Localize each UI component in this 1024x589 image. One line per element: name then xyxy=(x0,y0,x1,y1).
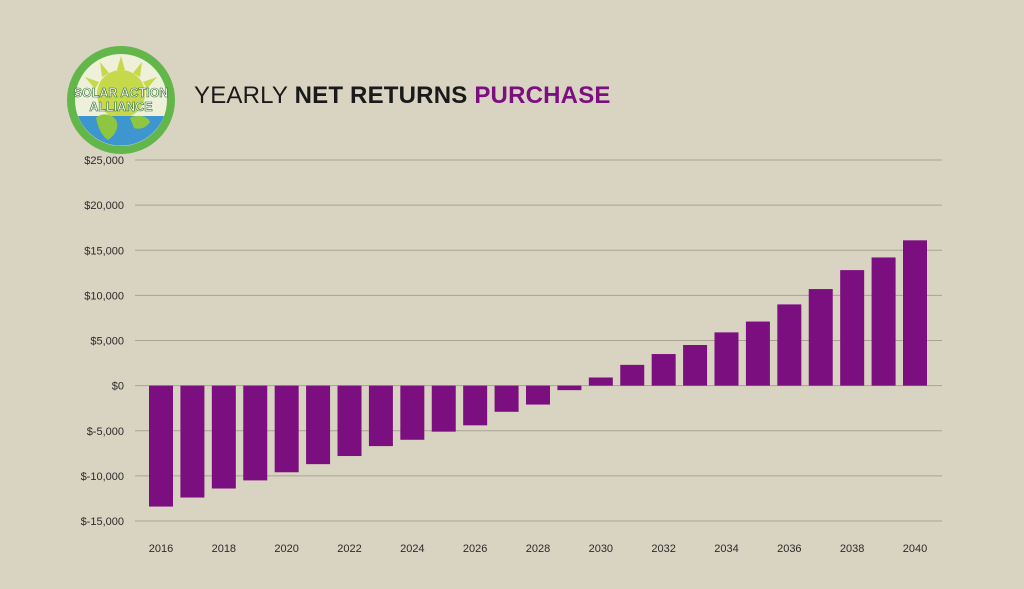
bar-2021 xyxy=(306,385,331,465)
y-tick-label: $20,000 xyxy=(84,200,124,212)
bar-2027 xyxy=(494,385,519,412)
title-part-purchase: PURCHASE xyxy=(474,82,611,109)
bar-2017 xyxy=(180,385,205,498)
bar-2035 xyxy=(745,321,770,386)
bar-2016 xyxy=(149,385,173,507)
y-axis-ticks: $25,000 $20,000 $15,000 $10,000 $5,000 $0 $-5,… xyxy=(81,155,124,528)
y-tick-label: $-10,000 xyxy=(81,471,124,483)
x-tick-label: 2040 xyxy=(903,543,927,555)
y-tick-label: $15,000 xyxy=(84,245,124,257)
bar-2025 xyxy=(431,385,456,432)
y-tick-label: $10,000 xyxy=(84,290,124,302)
bar-2022 xyxy=(337,385,362,457)
bar-2026 xyxy=(463,385,488,426)
y-tick-label: $-5,000 xyxy=(87,426,124,438)
bar-2028 xyxy=(526,385,550,405)
bar-2031 xyxy=(620,364,645,386)
solar-action-alliance-logo: SOLAR ACTION ALLIANCE xyxy=(67,46,175,154)
x-tick-label: 2024 xyxy=(400,543,424,555)
y-tick-label: $5,000 xyxy=(90,336,124,348)
bar-2019 xyxy=(243,385,268,481)
chart-title: YEARLY NET RETURNS PURCHASE xyxy=(194,82,611,110)
bar-2034 xyxy=(714,332,739,386)
x-tick-label: 2018 xyxy=(212,543,236,555)
bar-2020 xyxy=(274,385,299,473)
x-tick-label: 2028 xyxy=(526,543,550,555)
bar-2040 xyxy=(903,240,927,386)
x-tick-label: 2036 xyxy=(777,543,801,555)
y-tick-label: $-15,000 xyxy=(81,516,124,528)
x-tick-label: 2026 xyxy=(463,543,487,555)
bar-2036 xyxy=(777,304,802,386)
globe-icon xyxy=(78,114,164,146)
x-tick-label: 2030 xyxy=(589,543,613,555)
x-tick-label: 2034 xyxy=(714,543,738,555)
bar-2029 xyxy=(557,385,582,391)
x-tick-label: 2016 xyxy=(149,543,173,555)
bar-2032 xyxy=(651,354,676,386)
logo-text-line1: SOLAR ACTION xyxy=(74,86,169,100)
bar-2039 xyxy=(871,257,896,386)
x-tick-label: 2038 xyxy=(840,543,864,555)
bar-2037 xyxy=(808,289,833,386)
bar-2018 xyxy=(211,385,236,489)
x-tick-label: 2020 xyxy=(274,543,298,555)
bar-2023 xyxy=(368,385,393,447)
bars xyxy=(149,240,927,507)
x-tick-label: 2022 xyxy=(337,543,361,555)
y-tick-label: $25,000 xyxy=(84,155,124,167)
sun-icon xyxy=(85,56,157,118)
y-tick-label: $0 xyxy=(112,381,124,393)
logo-text-line2: ALLIANCE xyxy=(89,100,152,114)
title-part-net-returns: NET RETURNS xyxy=(294,82,468,109)
x-tick-label: 2032 xyxy=(651,543,675,555)
x-axis-ticks: 2016 2018 2020 2022 2024 2026 2028 2030 2032 2034… xyxy=(149,543,927,555)
bar-2024 xyxy=(400,385,425,440)
bar-2038 xyxy=(840,270,865,386)
bar-2030 xyxy=(588,377,613,386)
title-part-yearly: YEARLY xyxy=(194,82,288,109)
bar-2033 xyxy=(683,345,708,386)
